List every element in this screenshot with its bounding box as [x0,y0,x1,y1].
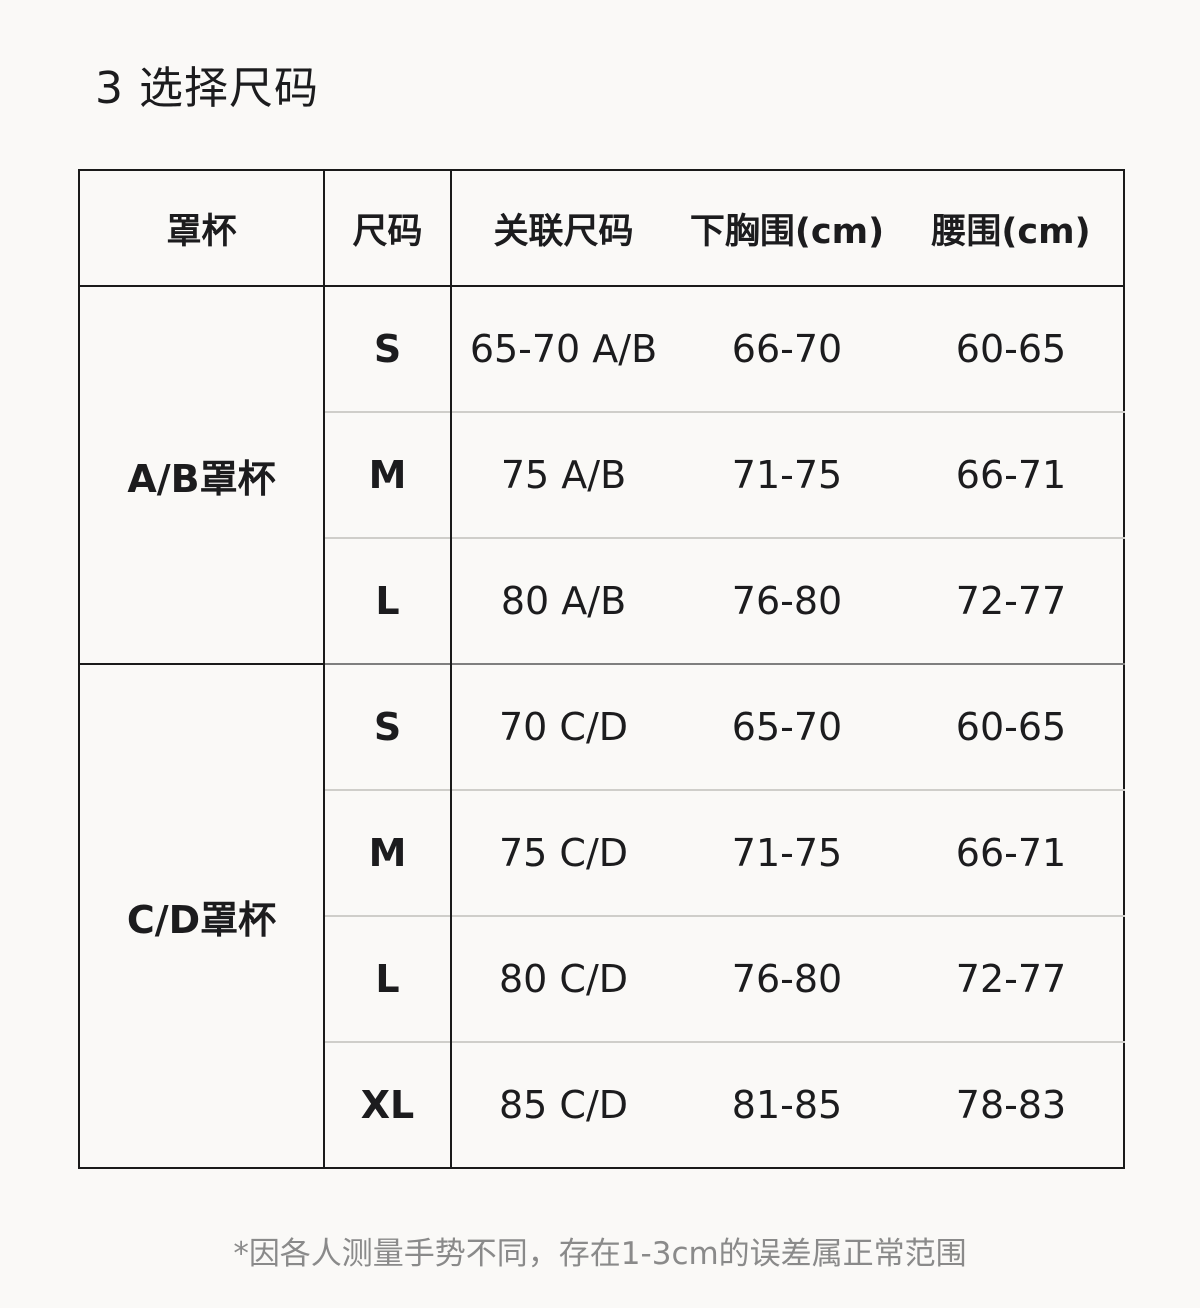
table-row: L 80 A/B 76-80 72-77 [79,537,1124,664]
table-row: M 75 C/D 71-75 66-71 [79,789,1124,916]
waist-cell: 66-71 [899,789,1124,916]
column-header-related-size: 关联尺码 [451,170,675,287]
page-title: 3 选择尺码 [95,63,319,114]
underbust-cell: 81-85 [675,1041,899,1168]
related-size-cell: 80 C/D [451,915,675,1042]
underbust-cell: 65-70 [675,663,899,790]
measurement-tolerance-note: *因各人测量手势不同，存在1-3cm的误差属正常范围 [233,1236,967,1272]
table-row: A/B罩杯 S 65-70 A/B 66-70 60-65 [79,286,1124,665]
table-header-row: 罩杯 尺码 关联尺码 下胸围(cm) 腰围(cm) [79,170,1124,287]
waist-cell: 78-83 [899,1041,1124,1168]
table-row: XL 85 C/D 81-85 78-83 [79,1041,1124,1168]
underbust-cell: 66-70 [731,327,843,371]
size-cell: M [324,411,452,538]
size-cell: L [324,915,452,1042]
underbust-cell: 71-75 [675,411,899,538]
size-cell: XL [324,1041,452,1168]
underbust-cell: 76-80 [675,915,899,1042]
size-cell: S [324,663,452,790]
related-size-cell: 75 A/B [451,411,675,538]
related-size-cell: 70 C/D [451,663,675,790]
column-header-underbust: 下胸围(cm) [675,170,899,287]
column-header-waist: 腰围(cm) [899,170,1124,287]
related-size-cell: 75 C/D [451,789,675,916]
column-header-cup: 罩杯 [79,170,325,287]
related-size-cell: 85 C/D [451,1041,675,1168]
waist-cell: 66-71 [899,411,1124,538]
waist-cell: 72-77 [899,537,1124,664]
related-size-cell: 65-70 A/B [469,327,658,371]
size-cell: L [324,537,452,664]
table-row: M 75 A/B 71-75 66-71 [79,411,1124,538]
cup-group-cell-ab: A/B罩杯 [79,286,325,665]
size-cell: S [324,286,452,412]
column-header-size: 尺码 [324,170,452,287]
table-row: C/D罩杯 S 70 C/D 65-70 60-65 [79,663,1124,1168]
size-cell: M [324,789,452,916]
size-chart-table: 罩杯 尺码 关联尺码 下胸围(cm) 腰围(cm) A/B罩杯 S 65-70 … [78,169,1125,1169]
waist-cell: 72-77 [899,915,1124,1042]
related-size-cell: 80 A/B [451,537,675,664]
underbust-cell: 76-80 [675,537,899,664]
waist-cell: 60-65 [955,327,1067,371]
table-row: L 80 C/D 76-80 72-77 [79,915,1124,1042]
cup-group-cell-cd: C/D罩杯 [79,664,325,1168]
waist-cell: 60-65 [899,663,1124,790]
underbust-cell: 71-75 [675,789,899,916]
